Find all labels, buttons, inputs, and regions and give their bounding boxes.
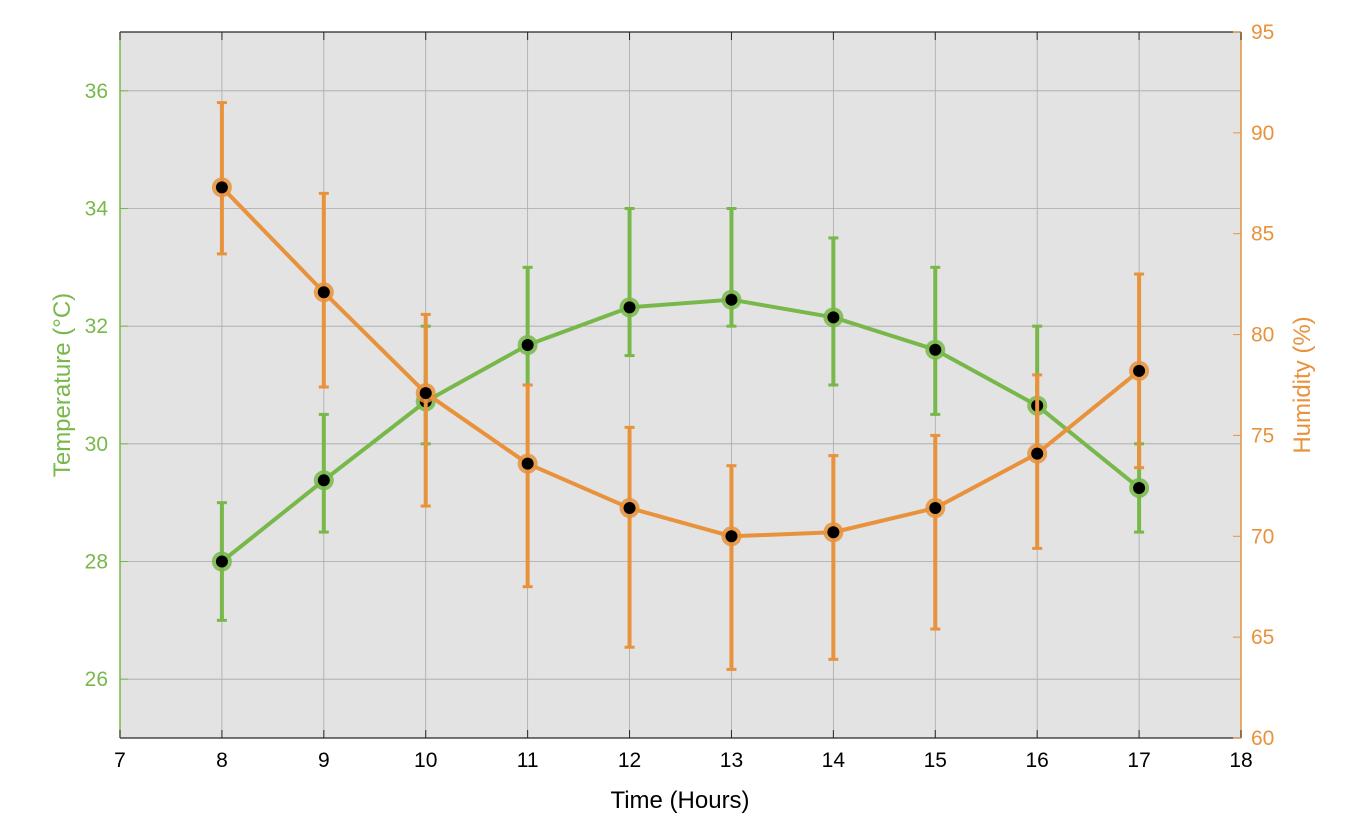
x-tick-label: 13 [720, 749, 743, 772]
y-right-axis-title: Humidity (%) [1289, 316, 1316, 453]
data-point [317, 286, 330, 299]
y-left-tick-label: 34 [85, 198, 109, 221]
data-point [419, 387, 432, 400]
y-right-tick-label: 70 [1251, 525, 1274, 548]
data-point [827, 311, 840, 324]
data-point [1031, 447, 1044, 460]
y-right-tick-label: 75 [1251, 424, 1274, 447]
x-tick-label: 9 [318, 749, 330, 772]
x-tick-label: 17 [1127, 749, 1150, 772]
y-right-tick-label: 80 [1251, 324, 1274, 347]
y-left-tick-label: 30 [85, 433, 108, 456]
grid [120, 32, 1241, 738]
x-tick-label: 14 [822, 749, 846, 772]
data-point [317, 474, 330, 487]
data-point [623, 301, 636, 314]
data-point [1133, 481, 1146, 494]
data-point [929, 502, 942, 515]
data-point [215, 181, 228, 194]
x-tick-label: 15 [924, 749, 947, 772]
series-right [211, 101, 1150, 671]
y-left-tick-label: 32 [85, 315, 108, 338]
x-tick-label: 16 [1026, 749, 1049, 772]
series-line [220, 297, 1141, 564]
data-point [929, 343, 942, 356]
series-line [220, 185, 1141, 539]
y-left-tick-label: 28 [85, 551, 108, 574]
x-tick-label: 7 [114, 749, 126, 772]
data-point [725, 293, 738, 306]
axes [119, 31, 1242, 739]
x-tick-label: 8 [216, 749, 228, 772]
x-tick-label: 11 [517, 749, 539, 772]
series [211, 101, 1150, 671]
y-right-tick-label: 60 [1251, 727, 1274, 750]
y-right-tick-label: 65 [1251, 626, 1274, 649]
y-left-tick-label: 36 [85, 80, 108, 103]
tick-labels: 7 8 9 10 11 12 13 14 15 16 17 18 26 28 30 32 34 36 60 65 70 7… [85, 21, 1275, 772]
x-axis-title: Time (Hours) [610, 787, 749, 814]
data-point [623, 502, 636, 515]
x-tick-label: 12 [618, 749, 641, 772]
x-tick-label: 18 [1229, 749, 1252, 772]
data-point [521, 457, 534, 470]
y-right-tick-label: 85 [1251, 223, 1274, 246]
y-left-axis-title: Temperature (°C) [49, 293, 76, 477]
plot-background [120, 32, 1241, 738]
data-point [521, 338, 534, 351]
x-tick-label: 10 [414, 749, 437, 772]
data-point [725, 530, 738, 543]
data-point [827, 526, 840, 539]
y-right-tick-label: 95 [1251, 21, 1274, 44]
data-point [215, 555, 228, 568]
data-point [1133, 364, 1146, 377]
y-right-tick-label: 90 [1251, 122, 1274, 145]
y-left-tick-label: 26 [85, 668, 108, 691]
